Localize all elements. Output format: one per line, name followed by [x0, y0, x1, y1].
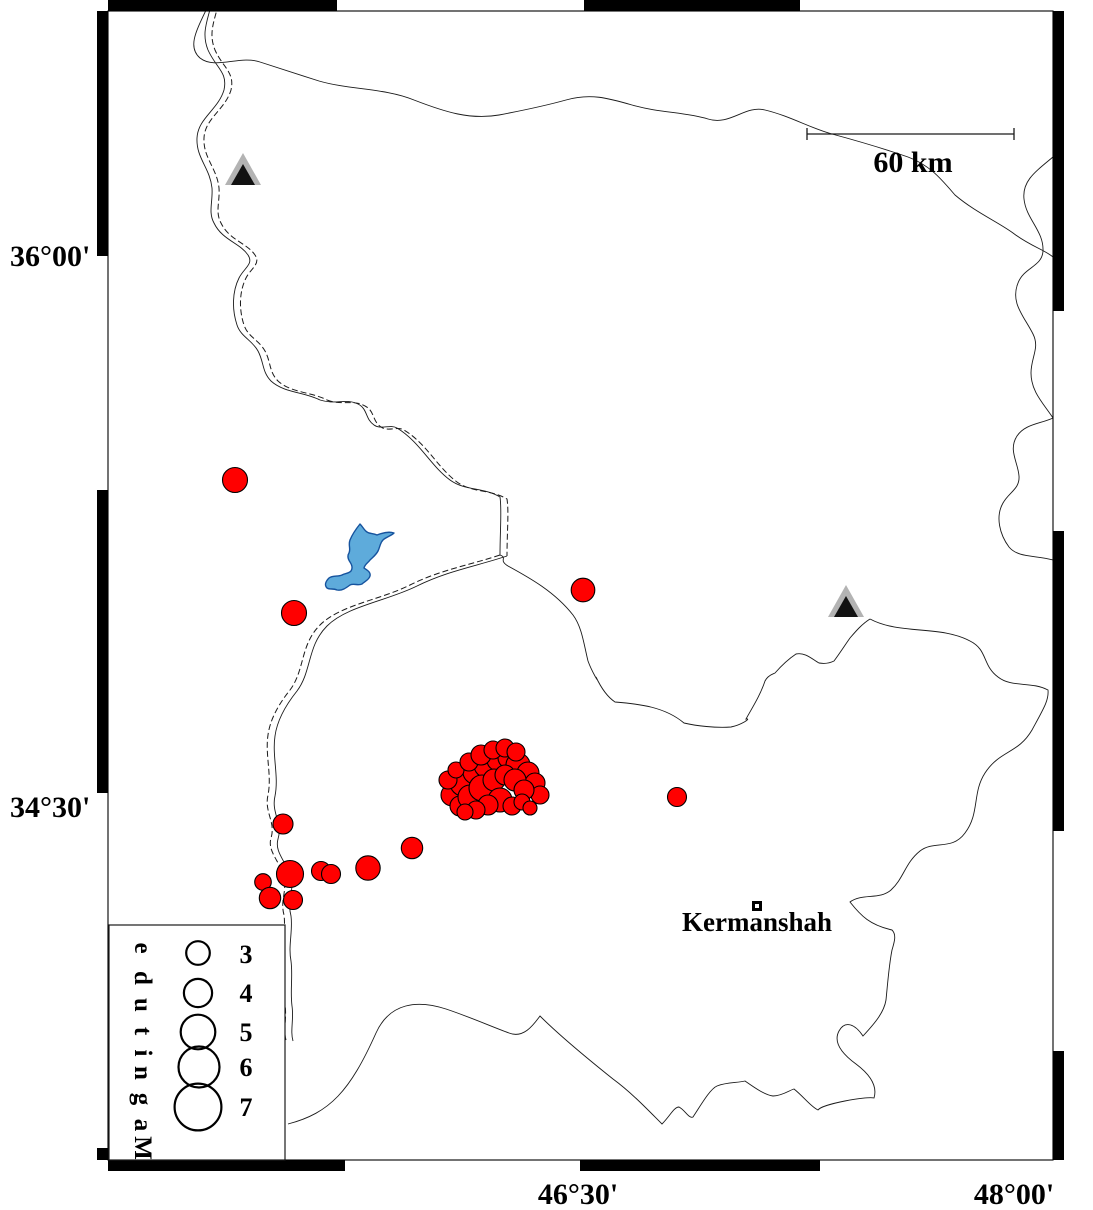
svg-text:48°00': 48°00': [974, 1178, 1054, 1210]
svg-text:Kermanshah: Kermanshah: [682, 907, 832, 937]
svg-text:46°30': 46°30': [538, 1178, 618, 1210]
svg-text:a: a: [129, 1119, 156, 1132]
svg-text:36°00': 36°00': [10, 240, 90, 273]
svg-text:n: n: [129, 1066, 156, 1080]
svg-text:4: 4: [240, 979, 253, 1008]
svg-text:i: i: [129, 1050, 156, 1057]
svg-text:6: 6: [240, 1053, 253, 1082]
svg-text:34°30': 34°30': [10, 791, 90, 824]
svg-text:e: e: [129, 942, 156, 953]
svg-text:t: t: [129, 1027, 156, 1036]
svg-text:7: 7: [240, 1093, 253, 1122]
svg-text:M: M: [129, 1136, 156, 1160]
svg-text:5: 5: [240, 1018, 253, 1047]
svg-text:d: d: [129, 971, 156, 985]
svg-text:u: u: [129, 998, 156, 1012]
svg-text:3: 3: [240, 940, 253, 969]
svg-text:g: g: [129, 1093, 156, 1106]
svg-text:60 km: 60 km: [873, 146, 952, 179]
